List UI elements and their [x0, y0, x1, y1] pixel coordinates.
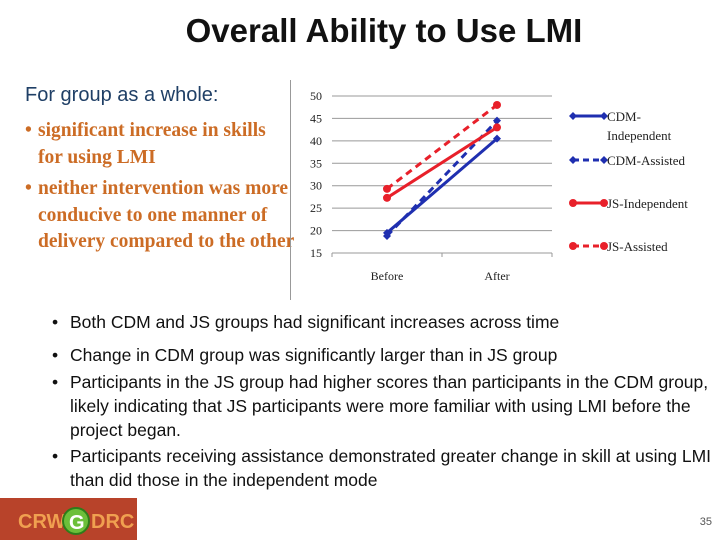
legend-label: CDM- — [607, 109, 641, 124]
data-point — [493, 123, 501, 132]
legend-marker — [569, 199, 577, 207]
data-point — [383, 193, 391, 202]
series-line — [386, 126, 498, 200]
x-tick-label: After — [484, 269, 509, 283]
data-point — [383, 184, 391, 193]
y-tick-label: 50 — [310, 89, 322, 103]
y-tick-label: 20 — [310, 224, 322, 238]
y-tick-label: 25 — [310, 201, 322, 215]
bottom-bullet: • Participants receiving assistance demon… — [52, 446, 712, 490]
legend-label: Independent — [607, 128, 672, 143]
svg-text:G: G — [69, 512, 85, 534]
line-chart: 15 20 25 30 35 40 45 50 Before After CDM- Independe… — [290, 80, 688, 300]
group-heading: For group as a whole: — [25, 84, 219, 106]
y-tick-label: 35 — [310, 156, 322, 170]
svg-text:DRC: DRC — [91, 511, 134, 533]
bottom-bullet: • Change in CDM group was significantly l… — [52, 345, 558, 365]
data-point — [493, 116, 501, 125]
bottom-bullet: • Participants in the JS group had higher… — [52, 372, 709, 440]
y-tick-label: 30 — [310, 179, 322, 193]
legend-label: CDM-Assisted — [607, 153, 686, 168]
legend-marker — [600, 242, 608, 250]
legend-label: JS-Independent — [607, 196, 688, 211]
data-point — [383, 231, 391, 240]
page-number: 35 — [699, 516, 712, 528]
legend-marker — [600, 112, 608, 120]
data-point — [493, 134, 501, 143]
slide-title: Overall Ability to Use LMI — [185, 12, 583, 49]
bottom-bullet: • Both CDM and JS groups had significant … — [52, 312, 560, 332]
series-line — [386, 103, 498, 191]
svg-text:CRW: CRW — [18, 511, 66, 533]
legend-label: JS-Assisted — [607, 239, 668, 254]
y-tick-label: 40 — [310, 134, 322, 148]
legend-marker — [600, 199, 608, 207]
legend-marker — [569, 156, 577, 164]
left-bullet: • neither intervention was more conducive… — [25, 178, 295, 252]
logo: CRW G DRC — [0, 498, 137, 540]
legend-marker — [600, 156, 608, 164]
legend-marker — [569, 242, 577, 250]
left-bullet: • significant increase in skills for usin… — [25, 120, 266, 168]
data-point — [493, 100, 501, 109]
legend-marker — [569, 112, 577, 120]
x-tick-label: Before — [371, 269, 404, 283]
y-tick-label: 45 — [310, 111, 322, 125]
y-tick-label: 15 — [310, 246, 322, 260]
